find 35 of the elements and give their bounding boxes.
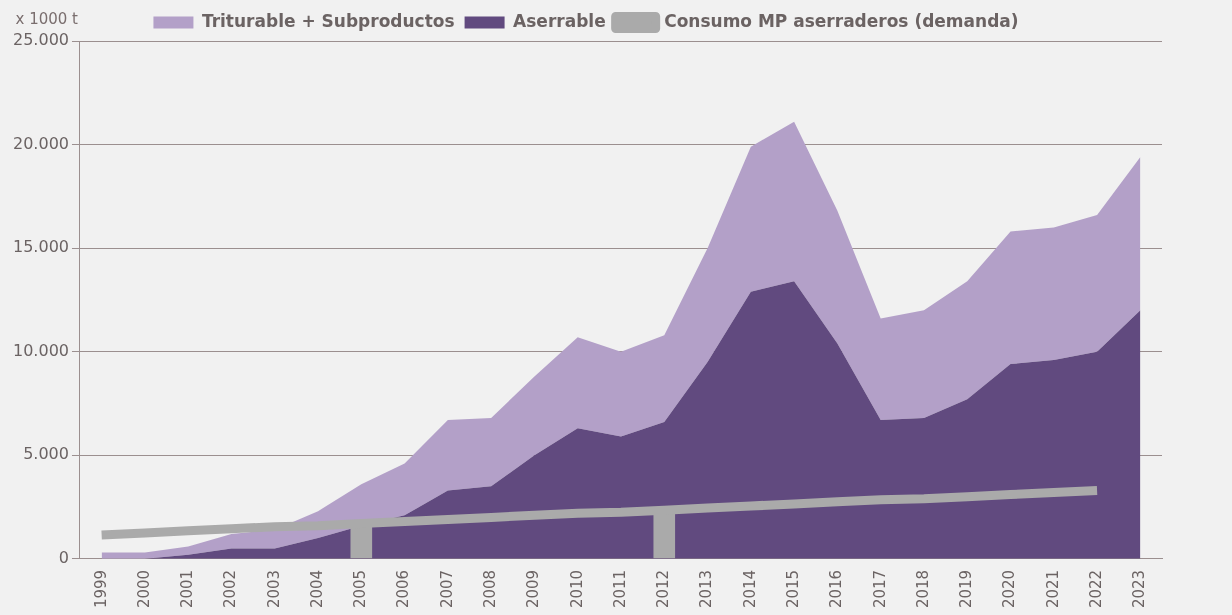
x-tick-label: 2019 <box>957 569 976 609</box>
x-tick-label: 2014 <box>740 569 759 609</box>
x-tick-label: 2007 <box>437 569 456 609</box>
x-tick-label: 2006 <box>394 569 413 609</box>
x-tick-label: 2022 <box>1086 569 1105 609</box>
x-tick-label: 2004 <box>307 569 326 609</box>
x-tick-label: 2000 <box>134 569 153 609</box>
x-tick-label: 2009 <box>524 569 543 609</box>
x-tick-label: 2008 <box>481 569 500 609</box>
x-tick-label: 2012 <box>654 569 673 609</box>
x-tick-label: 2003 <box>264 569 283 609</box>
x-tick-label: 2021 <box>1043 569 1062 609</box>
x-tick-label: 2013 <box>697 569 716 609</box>
x-tick-label: 2001 <box>178 569 197 609</box>
x-tick-label: 2005 <box>351 569 370 609</box>
y-axis-title: x 1000 t <box>15 9 79 28</box>
x-tick-label: 2016 <box>827 569 846 609</box>
x-tick-label: 2002 <box>221 569 240 609</box>
x-tick-label: 2017 <box>870 569 889 609</box>
legend-label: Triturable + Subproductos <box>201 10 455 31</box>
x-tick-label: 2010 <box>567 569 586 609</box>
x-tick-label: 1999 <box>91 569 110 609</box>
y-tick-label: 25.000 <box>13 30 69 50</box>
y-tick-label: 15.000 <box>13 237 69 257</box>
legend-label: Aserrable <box>513 10 606 31</box>
legend-label: Consumo MP aserraderos (demanda) <box>664 10 1019 31</box>
y-tick-label: 5.000 <box>23 444 69 464</box>
x-tick-label: 2018 <box>913 569 932 609</box>
y-tick-label: 20.000 <box>13 133 69 153</box>
y-tick-label: 10.000 <box>13 340 69 360</box>
x-tick-label: 2023 <box>1130 569 1149 609</box>
x-tick-label: 2015 <box>784 569 803 609</box>
y-tick-label: 0 <box>58 547 69 567</box>
x-tick-label: 2011 <box>610 569 629 609</box>
x-tick-label: 2020 <box>1000 569 1019 609</box>
